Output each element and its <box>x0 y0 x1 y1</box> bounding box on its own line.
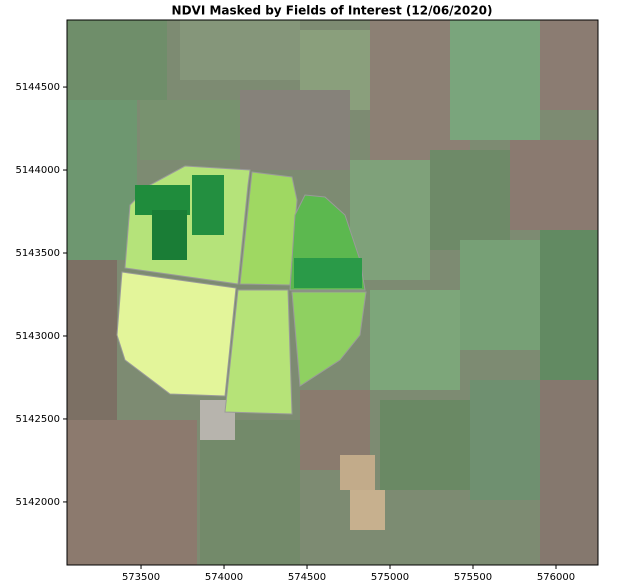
x-tick-label: 575500 <box>454 572 492 583</box>
ndvi-fields <box>116 165 367 415</box>
x-tick-label: 575000 <box>371 572 409 583</box>
y-tick-label: 5144500 <box>15 82 60 93</box>
y-tick-label: 5142000 <box>15 497 60 508</box>
y-tick-label: 5143500 <box>15 248 60 259</box>
x-tick-label: 576000 <box>537 572 575 583</box>
y-tick-label: 5142500 <box>15 414 60 425</box>
satellite-image <box>67 20 598 565</box>
chart-title: NDVI Masked by Fields of Interest (12/06… <box>172 4 493 18</box>
x-tick-label: 574500 <box>288 572 326 583</box>
x-tick-label: 573500 <box>122 572 160 583</box>
plot-frame <box>66 19 599 566</box>
y-tick-label: 5144000 <box>15 165 60 176</box>
y-tick-label: 5143000 <box>15 331 60 342</box>
x-tick-label: 574000 <box>205 572 243 583</box>
